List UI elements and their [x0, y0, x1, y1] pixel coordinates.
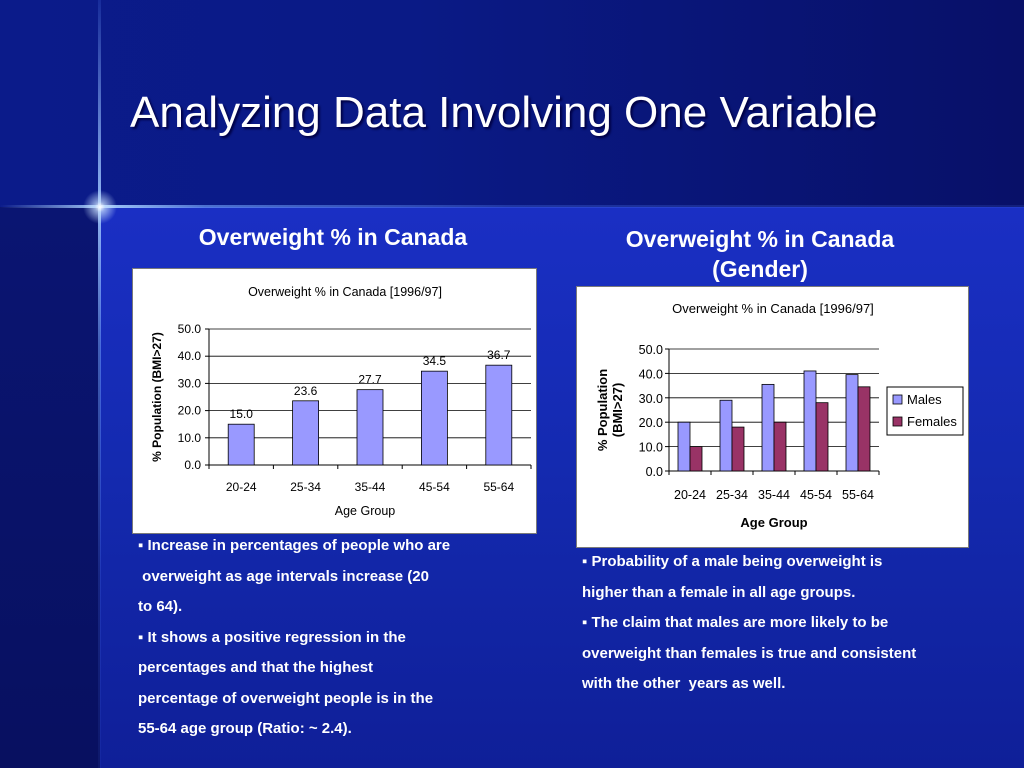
left-chart-data-label: 23.6: [294, 384, 318, 398]
left-bullet-line: percentages and that the highest: [138, 659, 374, 676]
left-chart-bar: [227, 423, 255, 466]
right-chart-y-tick-label: 20.0: [639, 416, 663, 430]
right-chart-x-axis-label: Age Group: [740, 515, 807, 530]
right-chart-x-tick-label: 55-64: [842, 488, 874, 502]
right-chart-bar-females: [857, 386, 871, 472]
right-chart-y-tick-label: 0.0: [646, 465, 663, 479]
right-chart-x-tick-label: 35-44: [758, 488, 790, 502]
left-chart-title: Overweight % in Canada [1996/97]: [248, 285, 442, 299]
right-bullet-list: ▪ Probability of a male being overweight…: [582, 547, 916, 700]
left-bullet-line: to 64).: [138, 598, 183, 615]
right-chart-heading-line2: (Gender): [712, 256, 808, 282]
right-chart-x-tick-label: 25-34: [716, 488, 748, 502]
left-chart-y-axis-label: % Population (BMI>27): [150, 332, 164, 462]
decorative-horizontal-line: [0, 205, 1024, 208]
left-chart-x-axis-label: Age Group: [335, 504, 396, 518]
right-bullet-line: ▪ The claim that males are more likely t…: [582, 614, 889, 631]
left-chart-bar: [356, 389, 384, 466]
right-chart-y-tick-label: 30.0: [639, 392, 663, 406]
right-chart-panel: Overweight % in Canada [1996/97] Age Gro…: [576, 286, 969, 548]
left-bullet-line: ▪ It shows a positive regression in the: [138, 628, 406, 646]
right-chart-y-tick-label: 50.0: [639, 343, 663, 357]
right-chart-heading-line1: Overweight % in Canada: [625, 226, 895, 252]
slide-title: Analyzing Data Involving One Variable: [130, 88, 878, 137]
left-bullet-line: ▪ Increase in percentages of people who …: [138, 537, 451, 554]
left-chart-x-tick-label: 20-24: [226, 480, 257, 494]
left-chart-bar: [420, 370, 448, 466]
right-chart-title: Overweight % in Canada [1996/97]: [672, 301, 874, 316]
right-bullet-line: with the other years as well.: [582, 675, 786, 692]
sparkle-icon: [80, 187, 120, 227]
left-chart-bar: [292, 400, 320, 466]
right-chart-y-axis-label-line1: % Population: [595, 369, 610, 451]
left-chart-data-label: 15.0: [230, 407, 254, 421]
left-bullet-line: overweight as age intervals increase (20: [138, 567, 429, 585]
left-chart-heading: Overweight % in Canada: [198, 224, 468, 250]
right-bullet-line: ▪ Probability of a male being overweight…: [582, 553, 883, 570]
left-chart-y-tick-label: 20.0: [178, 404, 202, 418]
right-bullet-line: higher than a female in all age groups.: [582, 583, 856, 601]
header-background: [0, 0, 1024, 207]
left-chart-y-tick-label: 30.0: [178, 376, 202, 390]
left-chart-y-tick-label: 0.0: [184, 458, 201, 472]
left-bullet-list: ▪ Increase in percentages of people who …: [138, 531, 450, 745]
right-chart-bar-females: [815, 402, 829, 472]
right-chart-legend-label: Males: [907, 392, 942, 407]
right-chart-bar-males: [845, 374, 859, 472]
right-chart-heading: Overweight % in Canada (Gender): [560, 224, 960, 284]
right-chart-y-tick-label: 10.0: [639, 441, 663, 455]
right-chart-x-tick-label: 45-54: [800, 488, 832, 502]
right-chart-bar-females: [731, 426, 745, 472]
left-chart-x-tick-label: 45-54: [419, 480, 450, 494]
right-chart-legend-swatch: [892, 394, 903, 405]
left-bullet-line: 55-64 age group (Ratio: ~ 2.4).: [138, 720, 352, 737]
left-chart-data-label: 27.7: [358, 373, 382, 387]
left-chart-x-tick-label: 25-34: [290, 480, 321, 494]
right-chart-bar-females: [773, 421, 787, 472]
right-chart-legend-swatch: [892, 416, 903, 427]
right-chart-legend-label: Females: [907, 414, 957, 429]
right-chart-bar-males: [677, 421, 691, 472]
right-chart-bar-males: [803, 370, 817, 472]
right-bullet-line: overweight than females is true and cons…: [582, 644, 917, 662]
right-chart-bar-males: [719, 399, 733, 472]
right-chart-bar-females: [689, 446, 703, 472]
right-chart-bar-males: [761, 383, 775, 472]
right-chart-x-tick-label: 20-24: [674, 488, 706, 502]
right-chart-y-tick-label: 40.0: [639, 367, 663, 381]
right-chart-legend: [886, 386, 964, 436]
left-chart-y-tick-label: 10.0: [178, 431, 202, 445]
left-chart-x-tick-label: 35-44: [355, 480, 386, 494]
left-chart-x-tick-label: 55-64: [483, 480, 514, 494]
left-chart: Overweight % in Canada [1996/97] % Popul…: [150, 285, 532, 518]
left-chart-bar: [485, 364, 513, 466]
decorative-vertical-line: [98, 0, 101, 768]
right-chart-y-axis-label: % Population(BMI>27): [595, 369, 625, 451]
left-chart-panel: Overweight % in Canada [1996/97] % Popul…: [132, 268, 537, 534]
left-chart-data-label: 36.7: [487, 348, 511, 362]
left-band-background: [0, 207, 100, 768]
left-bullet-line: percentage of overweight people is in th…: [138, 689, 434, 707]
left-chart-data-label: 34.5: [423, 354, 447, 368]
right-chart-y-axis-label-line2: (BMI>27): [610, 383, 625, 438]
left-chart-y-tick-label: 40.0: [178, 349, 202, 363]
left-chart-y-tick-label: 50.0: [178, 322, 202, 336]
right-chart: Overweight % in Canada [1996/97] Age Gro…: [595, 301, 964, 530]
